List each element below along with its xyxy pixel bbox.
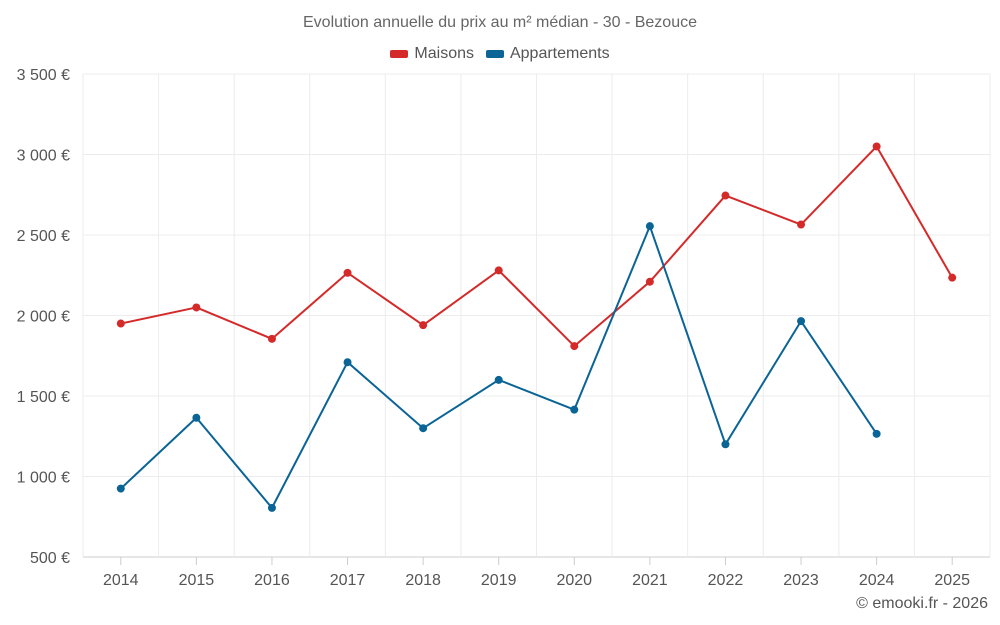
- data-point-maisons-2014[interactable]: [116, 319, 125, 328]
- x-tick-label: 2015: [179, 572, 215, 589]
- series-line-maisons: [120, 145, 954, 348]
- x-tick-label: 2022: [708, 572, 744, 589]
- x-tick-label: 2018: [405, 572, 441, 589]
- data-point-appartements-2023[interactable]: [797, 317, 806, 326]
- copyright-credit: © emooki.fr - 2026: [856, 595, 988, 612]
- y-tick-label: 2 000 €: [17, 309, 70, 326]
- x-tick-label: 2014: [103, 572, 139, 589]
- data-point-maisons-2019[interactable]: [494, 266, 503, 275]
- x-tick-label: 2017: [330, 572, 366, 589]
- data-point-appartements-2022[interactable]: [721, 440, 730, 449]
- x-tick-label: 2024: [859, 572, 895, 589]
- x-tick-label: 2025: [934, 572, 970, 589]
- data-point-maisons-2023[interactable]: [797, 220, 806, 229]
- data-point-maisons-2022[interactable]: [721, 191, 730, 200]
- data-point-appartements-2016[interactable]: [267, 503, 276, 512]
- data-point-maisons-2025[interactable]: [948, 273, 957, 282]
- x-tick-label: 2021: [632, 572, 668, 589]
- legend-swatch-appartements: [485, 50, 504, 58]
- x-tick-label: 2023: [783, 572, 819, 589]
- legend-label-maisons: Maisons: [414, 45, 474, 62]
- data-point-maisons-2017[interactable]: [343, 268, 352, 277]
- data-point-appartements-2015[interactable]: [192, 413, 201, 422]
- data-point-appartements-2019[interactable]: [494, 375, 503, 384]
- data-point-appartements-2018[interactable]: [419, 424, 428, 433]
- data-point-maisons-2018[interactable]: [419, 321, 428, 330]
- data-point-appartements-2017[interactable]: [343, 358, 352, 367]
- data-point-maisons-2015[interactable]: [192, 303, 201, 312]
- legend-label-appartements: Appartements: [509, 45, 610, 62]
- x-tick-label: 2020: [556, 572, 592, 589]
- legend-item-maisons[interactable]: Maisons: [390, 45, 474, 63]
- data-point-appartements-2021[interactable]: [645, 222, 654, 231]
- chart-legend: Maisons Appartements: [0, 45, 1000, 63]
- y-tick-label: 3 500 €: [17, 67, 70, 84]
- y-tick-label: 1 000 €: [17, 470, 70, 487]
- data-point-appartements-2020[interactable]: [570, 405, 579, 414]
- x-tick-label: 2016: [254, 572, 290, 589]
- legend-swatch-maisons: [390, 50, 409, 58]
- x-tick-label: 2019: [481, 572, 517, 589]
- data-point-maisons-2020[interactable]: [570, 342, 579, 351]
- y-tick-label: 500 €: [30, 550, 70, 567]
- y-tick-label: 3 000 €: [17, 148, 70, 165]
- data-point-maisons-2024[interactable]: [872, 142, 881, 151]
- data-point-appartements-2014[interactable]: [116, 484, 125, 493]
- legend-item-appartements[interactable]: Appartements: [485, 45, 610, 63]
- data-point-appartements-2024[interactable]: [872, 429, 881, 438]
- y-tick-label: 2 500 €: [17, 228, 70, 245]
- chart-title: Evolution annuelle du prix au m² médian …: [303, 14, 697, 31]
- data-point-maisons-2021[interactable]: [645, 277, 654, 286]
- data-point-maisons-2016[interactable]: [267, 334, 276, 343]
- y-tick-label: 1 500 €: [17, 389, 70, 406]
